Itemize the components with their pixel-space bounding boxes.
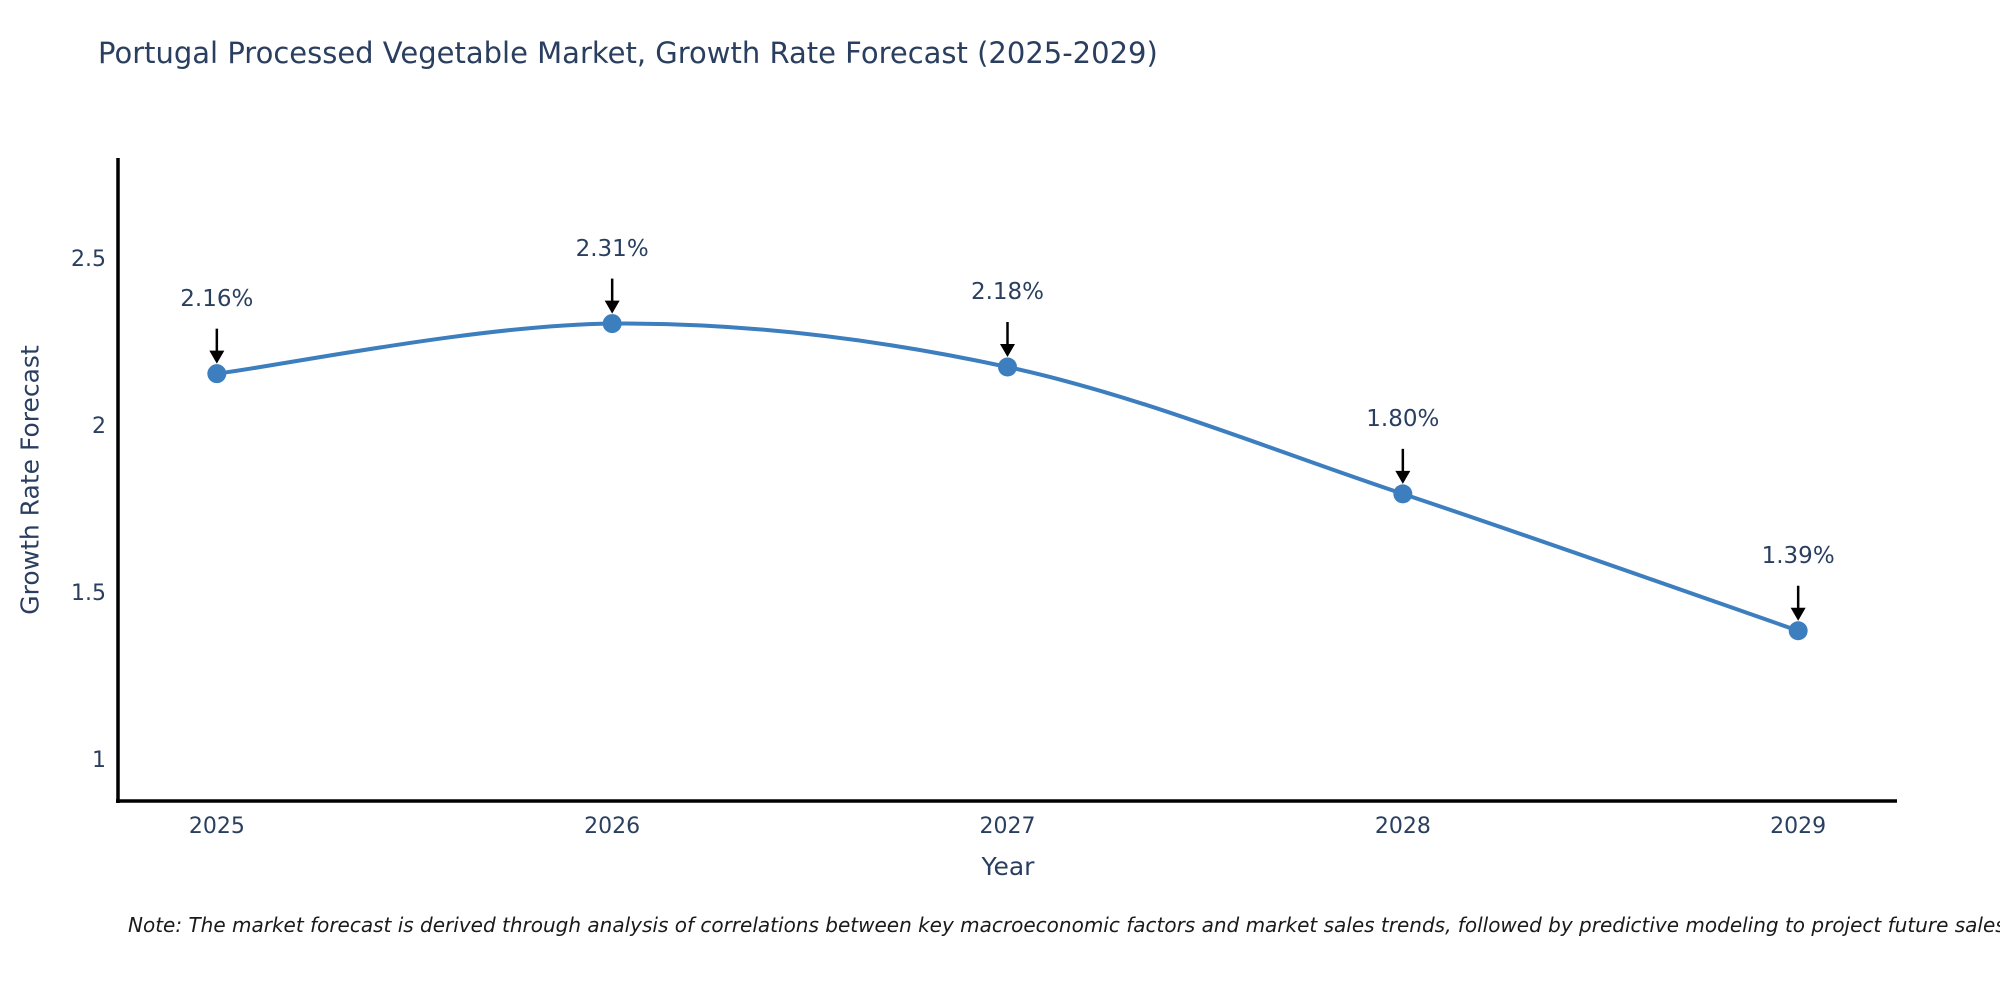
y-tick-label: 1.5 (71, 581, 106, 606)
annotation-arrow-head (1790, 607, 1806, 621)
y-tick-label: 2 (92, 414, 106, 440)
point-value-label: 2.16% (180, 285, 254, 312)
chart-title: Portugal Processed Vegetable Market, Gro… (98, 36, 1158, 70)
data-point-marker (1788, 621, 1808, 641)
footnote: Note: The market forecast is derived thr… (128, 913, 2000, 937)
markers-group (207, 314, 1808, 641)
x-tick-label: 2027 (979, 814, 1036, 839)
point-value-label: 2.18% (970, 278, 1045, 305)
x-axis-title: Year (981, 852, 1035, 881)
data-point-marker (602, 314, 622, 334)
data-point-marker (207, 364, 227, 384)
point-value-label: 1.39% (1761, 542, 1835, 569)
data-point-marker (998, 357, 1017, 377)
y-axis-title: Growth Rate Forecast (15, 345, 45, 615)
x-tick-label: 2029 (1770, 814, 1827, 839)
annotation-arrow-head (1395, 470, 1411, 484)
annotation-arrow-head (604, 300, 620, 314)
point-value-label: 1.80% (1366, 405, 1440, 432)
x-tick-label: 2026 (584, 814, 641, 839)
data-point-marker (1393, 484, 1413, 504)
annotation-arrows-group (209, 278, 1806, 621)
annotation-arrow-head (1000, 343, 1015, 357)
y-tick-label: 2.5 (71, 247, 106, 273)
annotation-arrow-head (209, 350, 225, 364)
y-tick-label: 1 (92, 747, 106, 773)
point-value-label: 2.31% (575, 235, 649, 262)
x-tick-label: 2025 (188, 814, 245, 839)
x-tick-label: 2028 (1374, 814, 1431, 839)
